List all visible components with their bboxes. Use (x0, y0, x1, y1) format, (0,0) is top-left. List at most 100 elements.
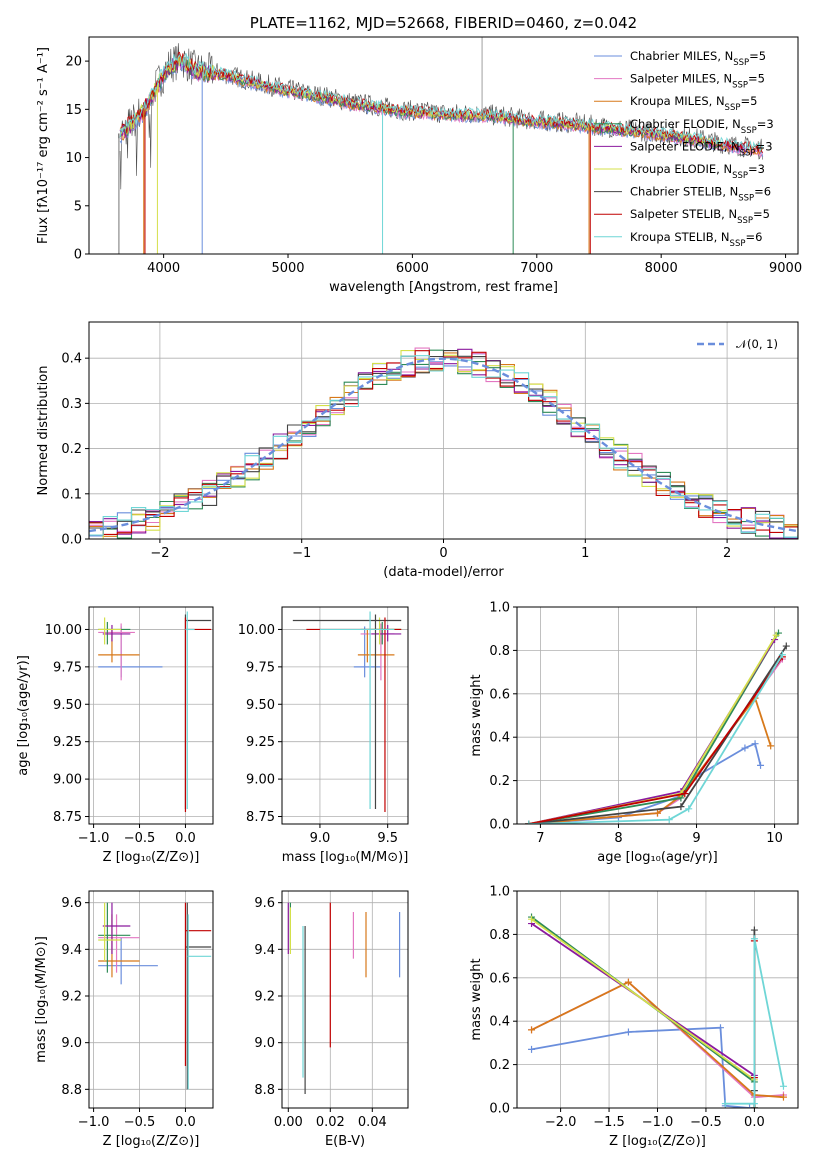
y-axis-label: mass [log₁₀(M/M⊙)] (34, 936, 49, 1063)
weight-marker (779, 1082, 787, 1090)
legend-name: Kroupa MILES, N (630, 94, 725, 108)
legend-name: Kroupa STELIB, N (630, 230, 730, 244)
y-tick-label: 9.00 (246, 773, 275, 788)
weight-marker (685, 805, 693, 813)
x-axis-label: Z [log₁₀(Z/Z⊙)] (103, 1134, 200, 1149)
x-tick-label: 9000 (769, 261, 802, 276)
panel-7: 0.00 0.02 0.04 8.8 9.0 9.2 9.4 9.6 E(B-V) (254, 890, 409, 1149)
y-tick-label: 9.00 (53, 773, 82, 788)
legend-sub: SSP (732, 171, 748, 181)
legend-sub: SSP (741, 126, 757, 136)
y-tick-label: 9.6 (254, 896, 275, 911)
x-tick-label: 9.5 (377, 831, 398, 846)
x-tick-label: 0.0 (175, 1115, 196, 1130)
y-tick-label: 9.2 (61, 990, 82, 1005)
y-tick-label: 9.6 (61, 896, 82, 911)
weight-marker (757, 761, 765, 769)
legend-name: Salpeter ELODIE, N (630, 139, 740, 153)
y-tick-label: 0.6 (489, 971, 510, 986)
y-tick-label: 0 (74, 248, 82, 263)
legend-entry: Kroupa ELODIE, NSSP=3 (630, 162, 765, 181)
axes-frame (281, 890, 409, 1109)
plot-area (118, 37, 764, 254)
legend-name: Salpeter MILES, N (630, 72, 732, 86)
y-tick-label: 0.4 (61, 352, 82, 367)
x-tick-label: −2 (150, 546, 169, 561)
legend-name: Chabrier STELIB, N (630, 185, 738, 199)
y-tick-label: 8.8 (61, 1083, 82, 1098)
legend-entry: Salpeter MILES, NSSP=5 (630, 72, 765, 91)
weight-marker (624, 978, 632, 986)
weight-line (528, 634, 777, 824)
y-tick-label: 0.2 (489, 1058, 510, 1073)
y-tick-label: 10.00 (45, 623, 82, 638)
legend-suffix: =5 (740, 94, 757, 108)
normal-curve (89, 357, 798, 533)
weight-marker (525, 820, 533, 824)
legend-entry: Chabrier MILES, NSSP=5 (630, 49, 766, 68)
y-tick-label: 0.1 (61, 487, 82, 502)
y-tick-label: 0.0 (489, 1102, 510, 1117)
weight-marker (721, 1100, 729, 1108)
legend-sub: SSP (738, 194, 754, 204)
panel-5: 7 8 9 10 0.0 0.2 0.4 0.6 0.8 1.0 age [log₁₀(age/yr… (469, 601, 799, 865)
weight-marker (772, 631, 780, 639)
legend-suffix: =6 (754, 185, 771, 199)
x-tick-label: −0.5 (124, 1115, 156, 1130)
weight-marker (528, 1026, 536, 1034)
weight-marker (624, 1028, 632, 1036)
axes-frame (88, 890, 214, 1109)
x-axis-label: Z [log₁₀(Z/Z⊙)] (609, 1134, 706, 1149)
y-tick-label: 8.75 (246, 810, 275, 825)
y-tick-label: 20 (65, 55, 82, 70)
weight-line (528, 696, 772, 824)
y-tick-label: 9.75 (53, 660, 82, 675)
y-tick-label: 8.8 (254, 1083, 275, 1098)
y-axis-label: mass weight (469, 958, 484, 1040)
weight-line (528, 639, 776, 824)
x-tick-label: 0 (439, 546, 447, 561)
weight-marker (528, 915, 536, 923)
x-tick-label: 7000 (520, 261, 553, 276)
y-tick-label: 9.25 (53, 735, 82, 750)
y-tick-label: 0.0 (61, 533, 82, 548)
y-tick-label: 9.0 (61, 1036, 82, 1051)
plot-area (98, 611, 212, 813)
weight-marker (767, 742, 775, 750)
weight-marker (750, 935, 758, 943)
panel-1: 4000 5000 6000 7000 8000 9000 0 5 10 15 20 waveleng… (36, 14, 802, 295)
x-tick-label: −1 (292, 546, 311, 561)
y-tick-label: 9.75 (246, 660, 275, 675)
chart-title: PLATE=1162, MJD=52668, FIBERID=0460, z=0… (250, 14, 637, 32)
axes-frame (516, 606, 799, 825)
x-tick-label: −2.0 (545, 1115, 577, 1130)
plot-area (292, 611, 402, 813)
panel-6: −1.0 −0.5 0.0 8.8 9.0 9.2 9.4 9.6 Z [log₁₀(Z/Z⊙)… (34, 890, 214, 1149)
y-axis-label: mass weight (469, 674, 484, 756)
y-axis-label: Normed distribution (36, 366, 51, 496)
legend: 𝒩(0, 1) (697, 337, 778, 351)
y-tick-label: 0.2 (489, 774, 510, 789)
legend-entry: Kroupa MILES, NSSP=5 (630, 94, 757, 113)
weight-marker (665, 816, 673, 824)
x-tick-label: −1.0 (642, 1115, 674, 1130)
x-tick-label: −0.5 (124, 831, 156, 846)
legend-entry: Chabrier STELIB, NSSP=6 (630, 185, 771, 204)
panel-2: −2 −1 0 1 2 0.0 0.1 0.2 0.3 0.4 (data-model)/error… (36, 321, 799, 580)
legend-sub: SSP (737, 216, 753, 226)
x-axis-label: (data-model)/error (383, 565, 504, 580)
weight-marker (528, 1045, 536, 1053)
y-tick-label: 9.25 (246, 735, 275, 750)
y-tick-label: 0.6 (489, 687, 510, 702)
plot-area (89, 347, 798, 539)
weight-marker (750, 926, 758, 934)
legend-name: Salpeter STELIB, N (630, 207, 737, 221)
legend-sub: SSP (730, 239, 746, 249)
weight-marker (654, 809, 661, 817)
x-tick-label: 9 (692, 831, 700, 846)
y-tick-label: 0.0 (489, 818, 510, 833)
legend-sub: SSP (732, 81, 748, 91)
panel-3: −1.0 −0.5 0.0 8.75 9.00 9.25 9.50 9.75 10.00 Z [l… (16, 606, 214, 865)
y-axis-label: age [log₁₀(age/yr)] (16, 655, 31, 776)
